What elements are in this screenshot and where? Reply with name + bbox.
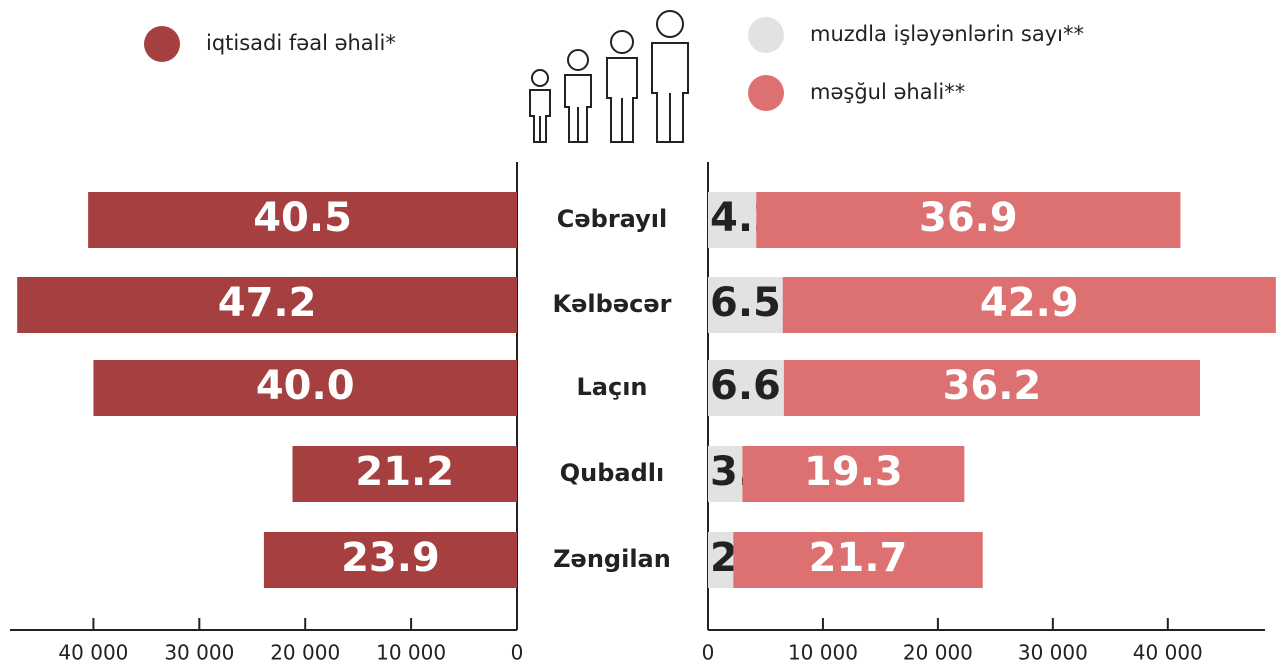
category-label: Cəbrayıl: [557, 205, 667, 233]
bar-segment: [733, 532, 983, 588]
value-label: 40.0: [256, 363, 355, 409]
legend-label: iqtisadi fəal əhali*: [206, 31, 396, 55]
category-label: Qubadlı: [560, 459, 665, 487]
bar: [263, 532, 517, 588]
bar: [17, 277, 517, 333]
bar-segment: [708, 277, 783, 333]
x-tick-label: 20 000: [903, 641, 973, 664]
bar-segment: [708, 532, 734, 588]
x-tick-label: 30 000: [164, 641, 234, 664]
legend-label: məşğul əhali**: [810, 80, 965, 104]
value-label: 21.7: [809, 535, 908, 581]
value-label: 6.6: [710, 363, 781, 409]
bar: [292, 446, 517, 502]
x-tick-label: 0: [511, 641, 524, 664]
bar: [93, 360, 517, 416]
category-label: Zəngilan: [553, 545, 671, 573]
x-tick-label: 30 000: [1018, 641, 1088, 664]
bar-segment: [708, 192, 757, 248]
x-tick-label: 40 000: [58, 641, 128, 664]
value-label: 47.2: [218, 280, 317, 326]
x-tick-label: 10 000: [788, 641, 858, 664]
value-label: 6.5: [710, 280, 781, 326]
x-tick-label: 40 000: [1133, 641, 1203, 664]
value-label: 36.9: [919, 195, 1018, 241]
bar-segment: [783, 360, 1200, 416]
people-icon: [529, 10, 689, 143]
x-tick-label: 20 000: [270, 641, 340, 664]
value-label: 42.9: [980, 280, 1079, 326]
legend-swatch: [748, 75, 784, 111]
bar-segment: [756, 192, 1181, 248]
value-label: 19.3: [804, 449, 903, 495]
value-label: 40.5: [253, 195, 352, 241]
category-label: Kəlbəcər: [553, 290, 672, 318]
x-tick-label: 0: [702, 641, 715, 664]
category-label: Laçın: [576, 373, 647, 401]
bar: [88, 192, 517, 248]
value-label: 23.9: [341, 535, 440, 581]
legend-swatch: [748, 17, 784, 53]
value-label: 36.2: [943, 363, 1042, 409]
legend-label: muzdla işləyənlərin sayı**: [810, 22, 1084, 46]
bar-segment: [708, 360, 784, 416]
bar-segment: [708, 446, 743, 502]
x-tick-label: 10 000: [376, 641, 446, 664]
bar-segment: [782, 277, 1276, 333]
legend-swatch: [144, 26, 180, 62]
bar-segment: [742, 446, 965, 502]
value-label: 21.2: [355, 449, 454, 495]
